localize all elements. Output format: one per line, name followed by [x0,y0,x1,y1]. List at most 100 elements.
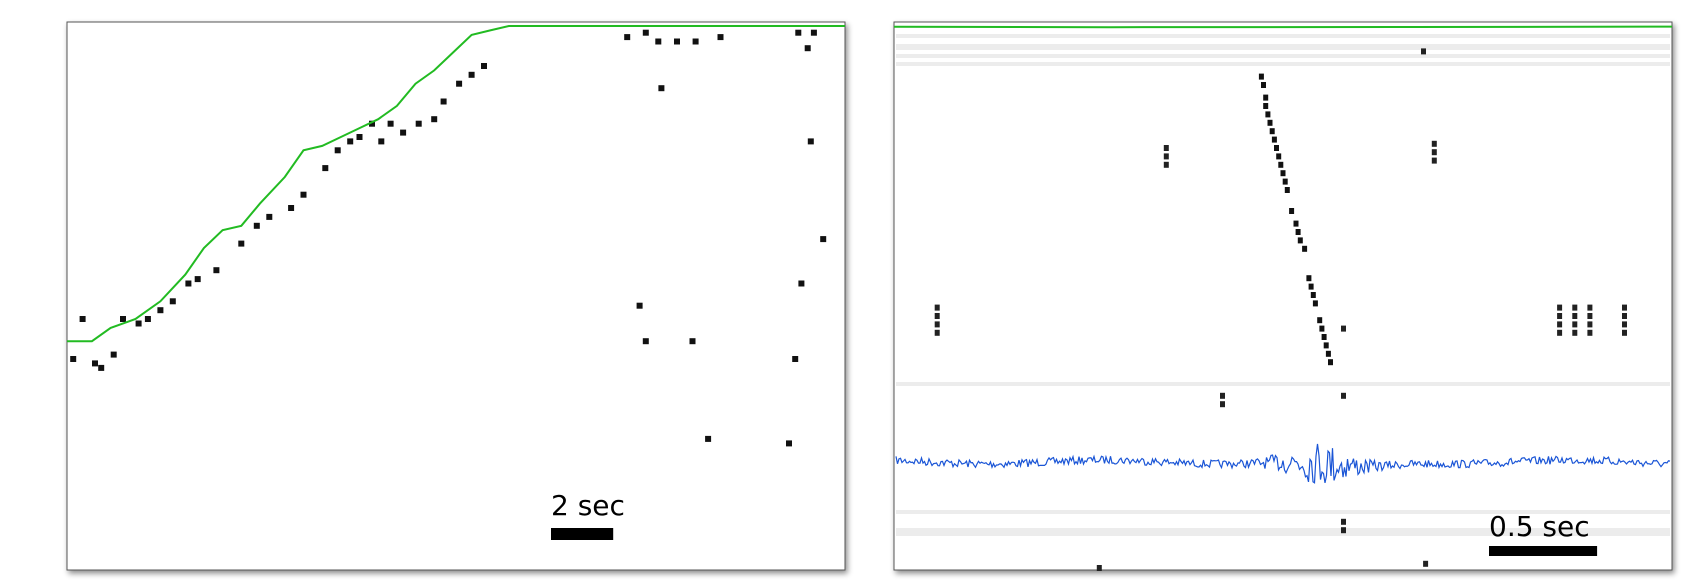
column-spike [1423,560,1429,567]
sequence-spike [1263,94,1269,101]
left-scale-bar [551,528,614,540]
column-spike [1622,329,1627,336]
spike-mark [440,98,447,105]
spike-mark [110,351,117,358]
right-scale-bar-label: 0.5 sec [1489,510,1590,543]
spike-mark [322,165,329,172]
spike-mark [98,364,105,371]
column-spike [1163,161,1169,168]
sequence-spike [1295,229,1301,235]
spike-mark [810,29,817,36]
left-panel-frame [66,21,846,571]
sequence-spike [1319,325,1325,332]
spike-mark [347,138,354,145]
sequence-spike [1302,245,1308,252]
spike-mark [798,280,805,287]
spike-mark [636,302,643,309]
spike-mark [792,356,799,362]
sequence-spike [1269,128,1275,135]
sequence-spike [1328,359,1333,366]
left-spike-raster [70,29,827,447]
spike-mark [400,129,407,136]
sequence-spike [1284,187,1290,193]
spike-mark [642,338,649,345]
spike-mark [253,222,260,229]
column-spike [1220,401,1225,408]
left-scale-bar-label: 2 sec [551,489,625,522]
spike-mark [334,147,341,154]
sequence-spike [1274,145,1279,151]
spike-mark [79,316,86,322]
sequence-spike [1297,237,1303,244]
spike-mark [705,435,712,442]
column-spike [1557,329,1563,336]
spike-mark [369,120,375,127]
column-spike [1557,321,1563,328]
sequence-spike [1310,292,1316,298]
sequence-spike [1312,300,1318,307]
sequence-spike [1261,82,1266,88]
spike-mark [674,38,680,45]
spike-mark [655,38,662,45]
right-spike-raster [934,48,1627,571]
spike-mark [288,205,295,211]
background-band [896,528,1670,536]
spike-mark [807,138,814,145]
column-spike [1431,140,1437,147]
right-lfp-trace [895,443,1671,484]
column-spike [1622,304,1627,311]
column-spike [1572,321,1578,328]
spike-mark [185,280,192,287]
background-band [896,44,1670,50]
background-band [896,382,1670,386]
sequence-spike [1289,208,1295,214]
column-spike [934,321,940,328]
column-spike [1341,527,1346,534]
spike-mark [213,267,220,274]
column-spike [1572,329,1578,336]
column-spike [934,313,940,319]
right-background-bands [896,34,1670,536]
sequence-spike [1293,220,1299,227]
column-spike [1572,313,1578,319]
sequence-spike [1280,170,1286,177]
spike-mark [238,240,245,247]
spike-mark [820,236,827,243]
column-spike [1587,304,1593,311]
spike-mark [642,29,649,36]
spike-mark [135,320,142,327]
spike-mark [431,116,438,123]
right-panel: 0.5 sec [893,21,1673,571]
column-spike [1431,149,1437,156]
sequence-spike [1265,111,1271,118]
spike-mark [120,316,126,322]
sequence-spike [1308,283,1314,290]
spike-mark [144,316,151,322]
spike-mark [804,45,811,52]
column-spike [1096,565,1102,571]
spike-mark [378,138,385,145]
sequence-spike [1271,136,1277,143]
sequence-spike [1325,350,1331,357]
spike-mark [92,360,98,367]
sequence-spike [1258,73,1264,80]
sequence-spike [1267,119,1273,126]
spike-mark [356,134,363,140]
spike-mark [468,71,475,78]
column-spike [1341,325,1346,332]
spike-mark [795,29,802,36]
spike-mark [481,63,487,69]
column-spike [1220,392,1225,399]
spike-mark [415,120,422,127]
spike-mark [266,213,273,220]
sequence-spike [1317,317,1323,324]
sequence-spike [1323,342,1329,349]
sequence-spike [1321,334,1327,340]
column-spike [1587,313,1593,319]
spike-mark [786,440,792,447]
right-panel-frame [893,21,1673,571]
column-spike [1572,304,1578,311]
spike-mark [658,85,665,92]
right-scale-bar [1489,546,1598,556]
